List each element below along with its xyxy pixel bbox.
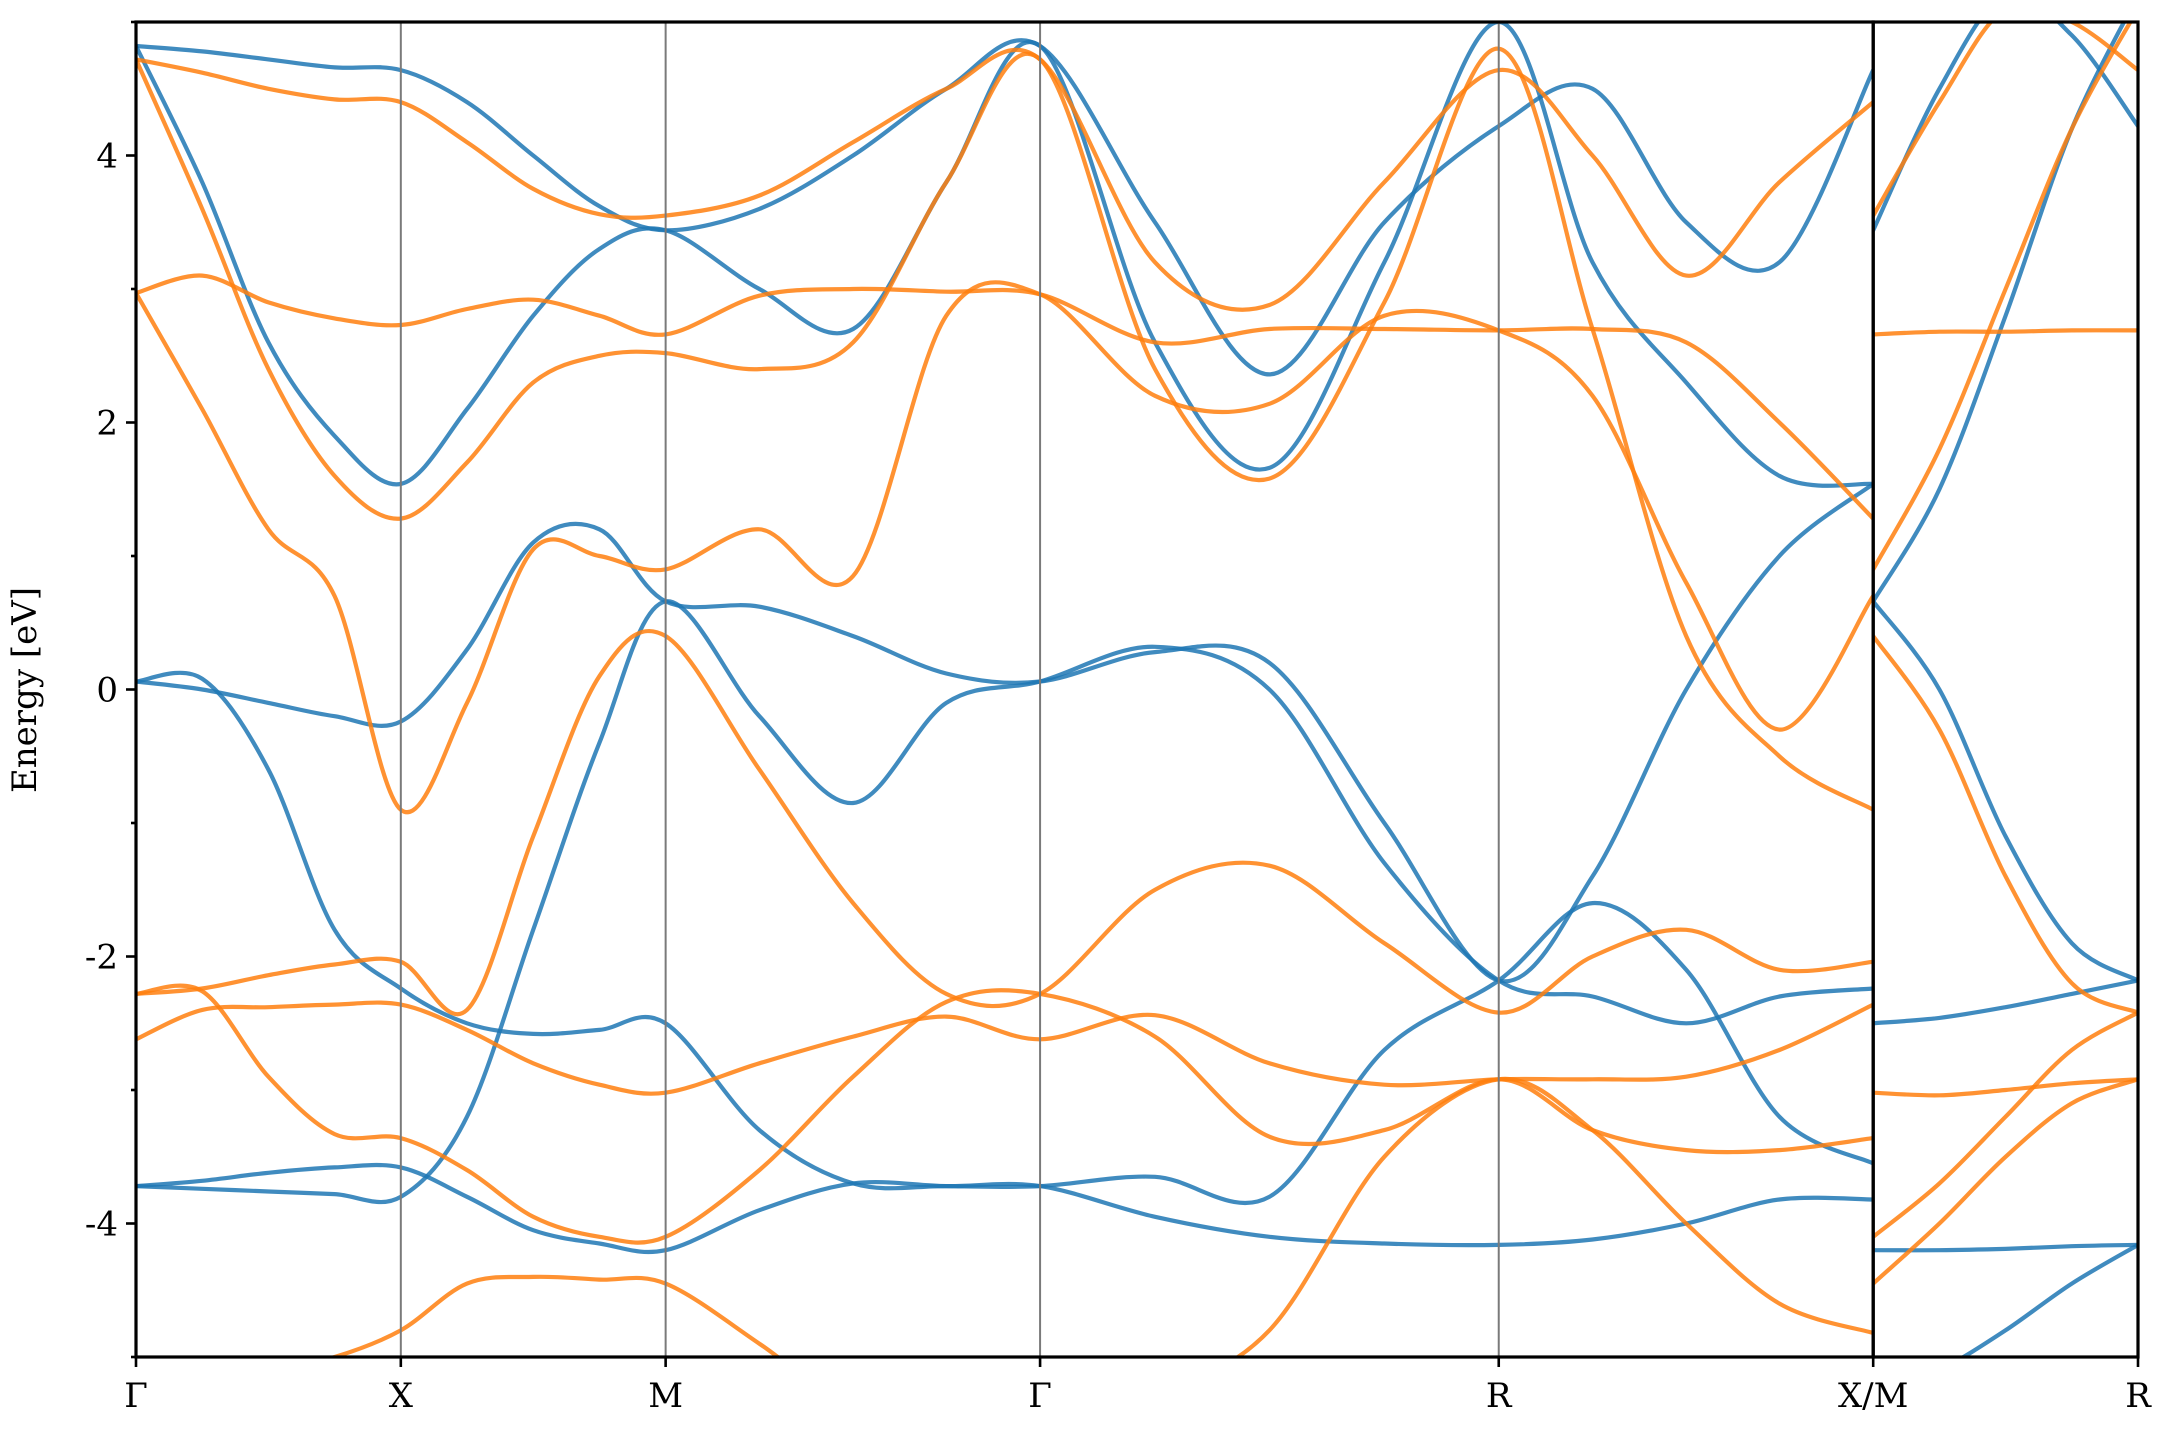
band-line [1873, 22, 2138, 233]
band-line [1959, 1242, 2138, 1357]
band-line [136, 983, 1874, 1245]
band-line [1873, 1077, 2138, 1098]
y-tick-label: -2 [85, 938, 118, 978]
x-tick-label: Γ [1028, 1376, 1052, 1416]
k-point-lines [399, 22, 1875, 1357]
band-line [136, 47, 1874, 312]
x-tick-label: X/M [1838, 1376, 1908, 1416]
plot-frame [1871, 20, 2140, 1359]
band-line [1873, 328, 2138, 337]
band-line [136, 1000, 1874, 1096]
band-line [136, 280, 1874, 815]
x-tick-label: R [1486, 1376, 1513, 1416]
plot-frame [134, 20, 1875, 1359]
band-line [136, 1162, 1874, 1255]
x-tick-label: X [389, 1376, 414, 1416]
y-axis-label: Energy [eV] [5, 587, 45, 793]
x-tick-label: Γ [124, 1376, 148, 1416]
band-line [1873, 1010, 2138, 1239]
panel-1-bands [136, 22, 1874, 1357]
bands-layer [136, 22, 2138, 1357]
y-tick-label: 4 [96, 137, 118, 177]
y-tick-label: -4 [85, 1205, 118, 1245]
band-line [1873, 1242, 2138, 1253]
band-line [136, 46, 1874, 812]
band-line [136, 22, 1874, 488]
band-line [136, 599, 1874, 1205]
y-tick-label: 0 [96, 671, 118, 711]
x-tick-label: M [648, 1376, 683, 1416]
band-line [326, 1076, 1874, 1357]
y-tick-label: 2 [96, 404, 118, 444]
band-line [1873, 22, 2127, 604]
band-line [1873, 22, 2138, 218]
band-line [1873, 599, 2138, 983]
y-axis-ticks: 4 2 0 -2 -4 [85, 20, 136, 1359]
band-line [1873, 1077, 2138, 1286]
x-tick-label: R [2125, 1376, 2152, 1416]
band-line [1873, 634, 2138, 1015]
panel-2-bands [1873, 22, 2138, 1357]
band-line [1873, 978, 2138, 1026]
band-line [136, 670, 1874, 1205]
band-line [1873, 22, 2133, 572]
x-axis-ticks: Γ X M Γ R X/M R [124, 1357, 2152, 1416]
